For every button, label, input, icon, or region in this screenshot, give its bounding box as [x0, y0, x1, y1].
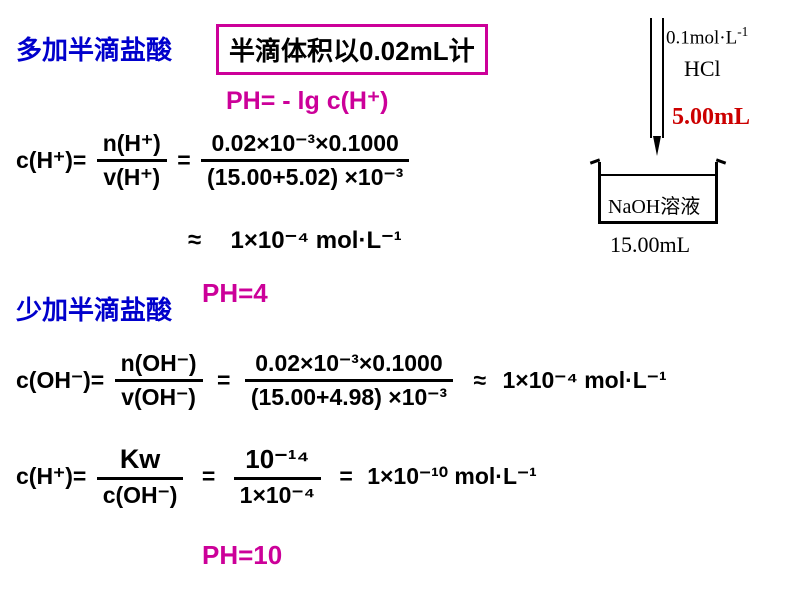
eq3-frac1-den: c(OH⁻) — [97, 480, 184, 511]
eq1-frac1: n(H⁺) v(H⁺) — [97, 128, 167, 193]
section-title-1: 多加半滴盐酸 — [16, 35, 172, 65]
hcl-conc-text: 0.1mol·L — [666, 27, 737, 48]
eq2-equals: = — [217, 367, 230, 393]
hcl-label: HCl — [684, 56, 721, 82]
eq2-lhs: c(OH⁻)= — [16, 367, 104, 393]
beaker-volume: 15.00mL — [610, 232, 690, 258]
added-volume: 5.00mL — [672, 104, 750, 131]
eq1-frac1-den: v(H⁺) — [97, 162, 167, 193]
hcl-concentration: 0.1mol·L-1 — [666, 24, 748, 49]
burette-tip — [653, 136, 661, 156]
eq3-equals2: = — [339, 463, 352, 489]
titration-diagram: 0.1mol·L-1 HCl 5.00mL NaOH溶液 15.00mL — [586, 18, 766, 248]
eq3-frac2-num: 10⁻¹⁴ — [234, 442, 321, 480]
beaker-solution-label: NaOH溶液 — [608, 190, 700, 219]
eq2-frac1-num: n(OH⁻) — [115, 348, 203, 382]
hcl-conc-sup: -1 — [737, 24, 748, 39]
eq1-frac2: 0.02×10⁻³×0.1000 (15.00+5.02) ×10⁻³ — [201, 128, 409, 193]
eq2-approx: ≈ — [473, 367, 486, 393]
eq3-frac2-den: 1×10⁻⁴ — [234, 480, 321, 511]
ph-result-2: PH=10 — [202, 540, 282, 571]
eq3-frac1: Kw c(OH⁻) — [97, 442, 184, 511]
eq2-frac2-num: 0.02×10⁻³×0.1000 — [245, 348, 453, 382]
ph-result-1: PH=4 — [202, 278, 268, 309]
eq3-equals: = — [202, 463, 215, 489]
eq2-result: 1×10⁻⁴ mol·L⁻¹ — [503, 367, 667, 393]
eq3-frac2: 10⁻¹⁴ 1×10⁻⁴ — [234, 442, 321, 511]
eq2-frac1: n(OH⁻) v(OH⁻) — [115, 348, 203, 413]
eq1-approx: ≈ — [188, 227, 201, 254]
burette — [650, 18, 664, 138]
eq1-equals: = — [177, 147, 190, 173]
eq3-lhs: c(H⁺)= — [16, 463, 86, 489]
eq2-frac2-den: (15.00+4.98) ×10⁻³ — [245, 382, 453, 413]
eq2-frac1-den: v(OH⁻) — [115, 382, 203, 413]
eq1-lhs: c(H⁺)= — [16, 147, 86, 173]
eq1-frac2-den: (15.00+5.02) ×10⁻³ — [201, 162, 409, 193]
eq1-frac1-num: n(H⁺) — [97, 128, 167, 162]
eq1-result: 1×10⁻⁴ mol·L⁻¹ — [231, 227, 402, 254]
eq3-frac1-num: Kw — [97, 442, 184, 480]
eq1-frac2-num: 0.02×10⁻³×0.1000 — [201, 128, 409, 162]
eq3-result: 1×10⁻¹⁰ mol·L⁻¹ — [367, 463, 537, 489]
section-title-2: 少加半滴盐酸 — [16, 290, 172, 327]
eq2-frac2: 0.02×10⁻³×0.1000 (15.00+4.98) ×10⁻³ — [245, 348, 453, 413]
half-drop-note-box: 半滴体积以0.02mL计 — [216, 24, 488, 75]
ph-formula: PH= - lg c(H⁺) — [226, 86, 389, 116]
